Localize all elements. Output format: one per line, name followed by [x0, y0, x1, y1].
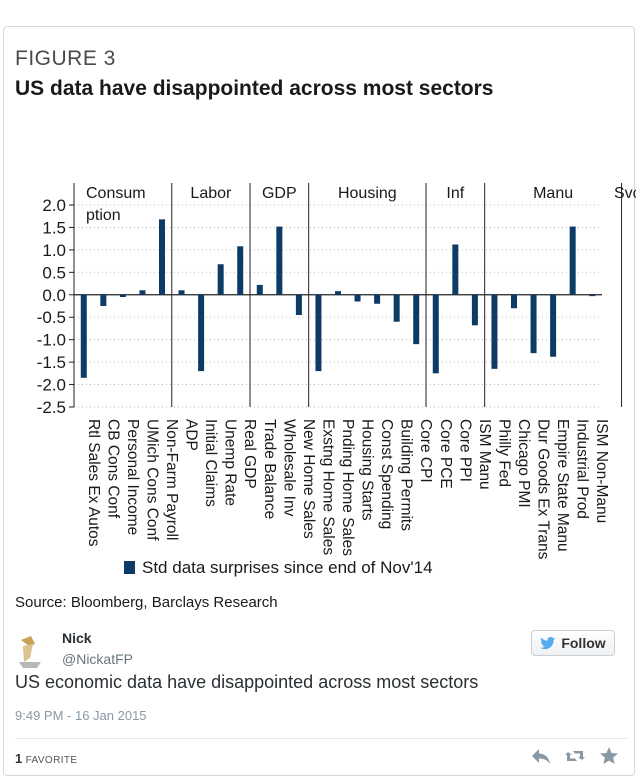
y-tick-label: -0.5 [37, 308, 66, 327]
category-label: New Home Sales [300, 419, 317, 539]
category-label: Personal Income [124, 419, 141, 535]
y-tick-label: 0.5 [42, 263, 66, 282]
bar [198, 294, 205, 372]
star-icon[interactable] [598, 746, 620, 766]
bar [80, 294, 87, 378]
category-label: ADP [183, 419, 200, 451]
bar [315, 294, 322, 372]
category-label: Const Spending [378, 419, 395, 529]
group-label: Labor [190, 185, 232, 202]
group-label: Consum [86, 185, 146, 202]
tweet-text: US economic data have disappointed acros… [15, 672, 479, 692]
bar [511, 294, 517, 309]
reply-icon[interactable] [530, 746, 552, 766]
y-tick-label: 1.0 [42, 241, 66, 260]
category-label: UMich Cons Conf [143, 419, 160, 541]
bar [432, 294, 439, 374]
bar [256, 284, 263, 295]
bar [295, 294, 302, 315]
follow-button-label: Follow [561, 635, 606, 651]
group-label: ption [86, 207, 121, 224]
category-label: Empire State Manu [554, 419, 571, 552]
category-label: Philly Fed [495, 419, 512, 487]
tweet-actions [530, 746, 620, 766]
bar [452, 244, 459, 295]
bar [374, 294, 381, 304]
bar [100, 294, 107, 306]
bar [237, 246, 244, 295]
favorites-label: FAVORITE [25, 755, 78, 766]
bar [393, 294, 400, 322]
avatar[interactable] [15, 632, 45, 670]
figure-source: Source: Bloomberg, Barclays Research [15, 594, 278, 611]
twitter-bird-icon [540, 636, 556, 649]
bar [119, 294, 126, 298]
y-tick-label: -1.0 [37, 331, 66, 350]
category-label: Exstng Home Sales [319, 419, 336, 555]
group-label: Housing [338, 185, 397, 202]
tweet-header: Nick @NickatFP Follow [15, 628, 625, 678]
category-label: Core CPI [417, 419, 434, 483]
data-surprise-bar-chart: 2.0 1.5 1.0 0.5 0.0 -0.5 -1.0 -1.5 -2.0 -2.5 Consu… [37, 183, 636, 577]
bar [491, 294, 498, 369]
bar [589, 294, 596, 297]
bar [335, 291, 341, 295]
group-label: GDP [262, 185, 297, 202]
category-label: Dur Goods Ex Trans [535, 419, 552, 560]
bar [139, 290, 146, 295]
legend-label: Std data surprises since end of Nov'14 [142, 558, 433, 577]
category-label: Non-Farm Payroll [163, 419, 180, 540]
bar [354, 294, 361, 302]
category-label: ISM Non-Manu [593, 419, 610, 523]
embedded-tweet-card: FIGURE 3 US data have disappointed acros… [3, 26, 636, 776]
group-label: Inf [446, 185, 464, 202]
category-label: Trade Balance [261, 419, 278, 519]
category-label: Core PCE [437, 419, 454, 489]
legend-swatch [124, 561, 135, 574]
category-label: Real GDP [241, 419, 258, 489]
bar [471, 294, 478, 326]
category-label: Chicago PMI [515, 419, 532, 508]
category-label: ISM Manu [476, 419, 493, 490]
follow-button[interactable]: Follow [531, 630, 615, 656]
category-label: Building Permits [398, 419, 415, 531]
figure-label: FIGURE 3 [15, 47, 116, 70]
tweet-author-handle[interactable]: @NickatFP [62, 651, 133, 667]
tweet-author-name[interactable]: Nick [62, 630, 92, 646]
category-label: Core PPI [456, 419, 473, 482]
bar [569, 226, 576, 295]
bar [217, 264, 224, 295]
category-label: Wholesale Inv [280, 419, 297, 517]
y-tick-label: -2.5 [37, 398, 66, 417]
y-tick-label: -2.0 [37, 376, 66, 395]
y-tick-label: -1.5 [37, 353, 66, 372]
bar [530, 294, 537, 354]
divider [15, 738, 627, 739]
retweet-icon[interactable] [564, 746, 586, 766]
category-label: Unemp Rate [222, 419, 239, 506]
favorites-number: 1 [15, 751, 23, 766]
tweet-timestamp[interactable]: 9:49 PM - 16 Jan 2015 [15, 708, 147, 723]
favorites-count[interactable]: 1 FAVORITE [15, 751, 78, 766]
bar [550, 294, 557, 357]
group-label: Manu [533, 185, 573, 202]
category-label: Initial Claims [202, 419, 219, 507]
category-label: Industrial Prod [574, 419, 591, 519]
y-tick-label: 0.0 [42, 286, 66, 305]
category-label: CB Cons Conf [104, 419, 121, 519]
category-label: Rtl Sales Ex Autos [85, 419, 102, 547]
category-label: Housing Starts [359, 419, 376, 521]
bar [413, 294, 420, 345]
bar [178, 290, 185, 295]
group-label: Svcs [614, 185, 636, 202]
category-label: Pnding Home Sales [339, 419, 356, 556]
figure-title: US data have disappointed across most se… [15, 77, 494, 100]
bar [276, 226, 283, 295]
bar [159, 219, 165, 295]
y-tick-label: 1.5 [42, 218, 66, 237]
y-tick-label: 2.0 [42, 196, 66, 215]
